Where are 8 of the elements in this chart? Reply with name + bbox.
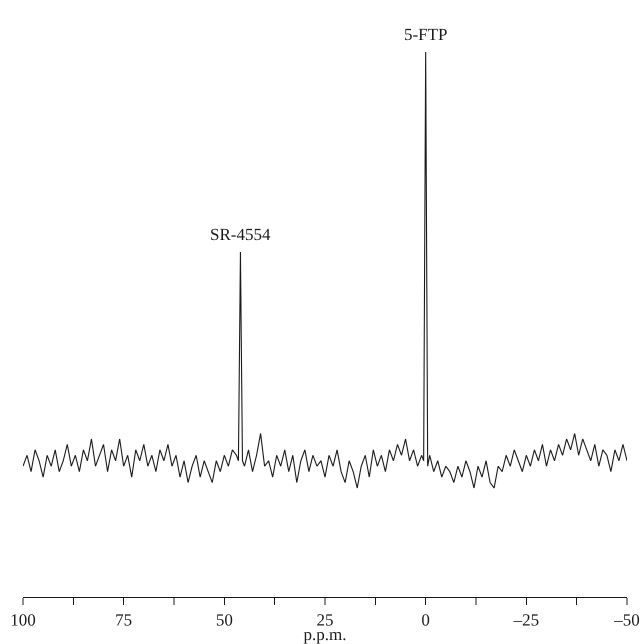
x-tick-label: –25 [512,610,540,630]
x-tick-label: 50 [216,610,233,630]
x-tick-label: 75 [115,610,132,630]
x-tick-label: –50 [613,610,640,630]
annotation: SR-4554 [210,225,271,244]
annotation: 5-FTP [404,25,448,44]
x-tick-label: 100 [10,610,36,630]
x-tick-label: 0 [421,610,430,630]
